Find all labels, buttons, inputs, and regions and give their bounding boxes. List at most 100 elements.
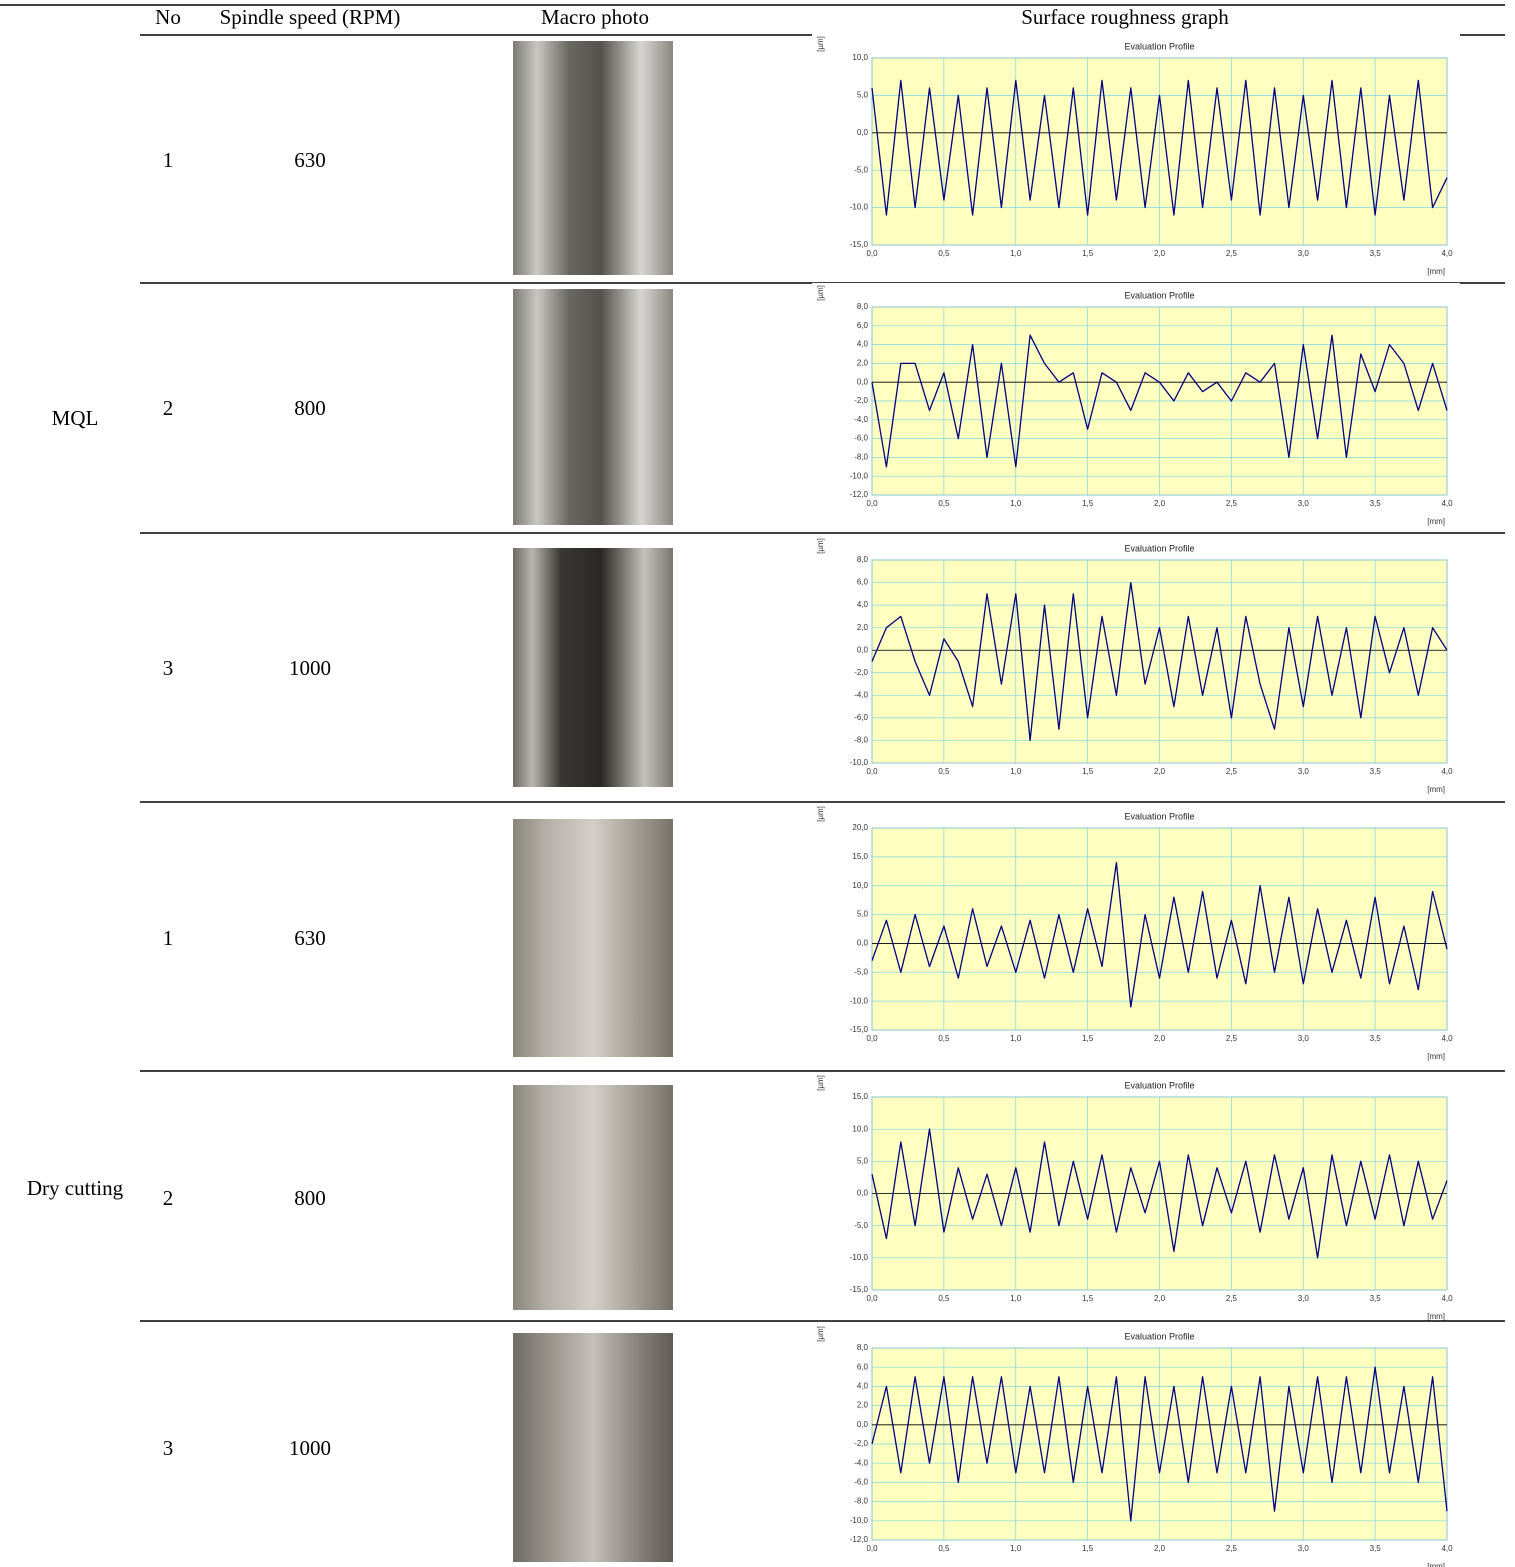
y-tick-label: -6,0 bbox=[854, 713, 868, 722]
spindle-speed: 630 bbox=[294, 148, 326, 172]
row-number: 1 bbox=[163, 148, 174, 172]
x-tick-label: 0,5 bbox=[938, 1294, 950, 1303]
x-axis-label: [mm] bbox=[1427, 1312, 1445, 1321]
x-tick-label: 2,0 bbox=[1154, 499, 1166, 508]
x-tick-label: 2,5 bbox=[1226, 1034, 1238, 1043]
y-tick-label: -8,0 bbox=[854, 453, 868, 462]
chart-title: Evaluation Profile bbox=[1124, 1080, 1194, 1090]
x-tick-label: 0,5 bbox=[938, 1034, 950, 1043]
header-cell: No bbox=[155, 5, 181, 29]
x-tick-label: 0,5 bbox=[938, 249, 950, 258]
group-label: MQL bbox=[52, 406, 99, 430]
x-tick-label: 4,0 bbox=[1441, 767, 1453, 776]
chart-title: Evaluation Profile bbox=[1124, 811, 1194, 821]
spindle-speed: 1000 bbox=[289, 1436, 331, 1460]
y-tick-label: -4,0 bbox=[854, 690, 868, 699]
y-tick-label: -2,0 bbox=[854, 396, 868, 405]
macro-photo bbox=[513, 41, 673, 275]
y-tick-label: 6,0 bbox=[857, 578, 869, 587]
x-tick-label: 3,0 bbox=[1298, 1034, 1310, 1043]
y-tick-label: 0,0 bbox=[857, 377, 869, 386]
y-tick-label: 2,0 bbox=[857, 1401, 869, 1410]
macro-photo bbox=[513, 819, 673, 1057]
y-tick-label: -2,0 bbox=[854, 668, 868, 677]
y-tick-label: 2,0 bbox=[857, 359, 869, 368]
row-number: 3 bbox=[163, 656, 174, 680]
x-axis-label: [mm] bbox=[1427, 267, 1445, 276]
row-number: 3 bbox=[163, 1436, 174, 1460]
y-tick-label: 10,0 bbox=[852, 1124, 868, 1133]
chart-title: Evaluation Profile bbox=[1124, 1331, 1194, 1341]
x-tick-label: 0,0 bbox=[866, 1544, 878, 1553]
spindle-speed: 800 bbox=[294, 1186, 326, 1210]
x-tick-label: 2,5 bbox=[1226, 767, 1238, 776]
y-tick-label: 0,0 bbox=[857, 645, 869, 654]
x-tick-label: 2,5 bbox=[1226, 249, 1238, 258]
x-axis-label: [mm] bbox=[1427, 1052, 1445, 1061]
y-tick-label: 10,0 bbox=[852, 881, 868, 890]
x-tick-label: 3,5 bbox=[1370, 1294, 1382, 1303]
y-axis-label: [µm] bbox=[816, 1326, 825, 1342]
x-tick-label: 0,0 bbox=[866, 249, 878, 258]
x-tick-label: 1,5 bbox=[1082, 767, 1094, 776]
y-tick-label: 5,0 bbox=[857, 1156, 869, 1165]
x-tick-label: 0,5 bbox=[938, 767, 950, 776]
y-tick-label: -8,0 bbox=[854, 736, 868, 745]
x-axis-label: [mm] bbox=[1427, 517, 1445, 526]
x-tick-label: 2,5 bbox=[1226, 499, 1238, 508]
x-tick-label: 3,0 bbox=[1298, 499, 1310, 508]
y-tick-label: 4,0 bbox=[857, 600, 869, 609]
x-axis-label: [mm] bbox=[1427, 785, 1445, 794]
y-tick-label: 0,0 bbox=[857, 939, 869, 948]
y-tick-label: -6,0 bbox=[854, 434, 868, 443]
x-tick-label: 3,0 bbox=[1298, 767, 1310, 776]
y-tick-label: -10,0 bbox=[850, 203, 869, 212]
table-figure: No Spindle speed (RPM) Macro photo Surfa… bbox=[0, 0, 1515, 1567]
header-cell: Surface roughness graph bbox=[1021, 5, 1229, 29]
y-tick-label: -12,0 bbox=[850, 490, 869, 499]
y-axis-label: [µm] bbox=[816, 285, 825, 301]
x-tick-label: 2,0 bbox=[1154, 1034, 1166, 1043]
y-tick-label: 4,0 bbox=[857, 1382, 869, 1391]
y-tick-label: 10,0 bbox=[852, 53, 868, 62]
x-tick-label: 0,0 bbox=[866, 1034, 878, 1043]
x-tick-label: 3,5 bbox=[1370, 1034, 1382, 1043]
y-tick-label: -5,0 bbox=[854, 165, 868, 174]
x-tick-label: 4,0 bbox=[1441, 1034, 1453, 1043]
y-tick-label: 20,0 bbox=[852, 823, 868, 832]
macro-photo bbox=[513, 548, 673, 787]
spindle-speed: 1000 bbox=[289, 656, 331, 680]
x-tick-label: 2,0 bbox=[1154, 767, 1166, 776]
y-tick-label: -12,0 bbox=[850, 1535, 869, 1544]
y-tick-label: -10,0 bbox=[850, 996, 869, 1005]
x-tick-label: 1,0 bbox=[1010, 1544, 1022, 1553]
x-tick-label: 1,5 bbox=[1082, 499, 1094, 508]
y-tick-label: -8,0 bbox=[854, 1497, 868, 1506]
y-tick-label: -15,0 bbox=[850, 240, 869, 249]
x-tick-label: 1,0 bbox=[1010, 1034, 1022, 1043]
x-tick-label: 3,5 bbox=[1370, 1544, 1382, 1553]
x-tick-label: 1,0 bbox=[1010, 249, 1022, 258]
y-tick-label: 0,0 bbox=[857, 128, 869, 137]
y-tick-label: -10,0 bbox=[850, 471, 869, 480]
x-tick-label: 1,5 bbox=[1082, 1294, 1094, 1303]
y-tick-label: -4,0 bbox=[854, 1458, 868, 1467]
row-number: 2 bbox=[163, 1186, 174, 1210]
y-tick-label: -15,0 bbox=[850, 1025, 869, 1034]
x-axis-label: [mm] bbox=[1427, 1562, 1445, 1567]
x-tick-label: 1,5 bbox=[1082, 1544, 1094, 1553]
row-number: 1 bbox=[163, 926, 174, 950]
y-tick-label: 4,0 bbox=[857, 340, 869, 349]
x-tick-label: 3,5 bbox=[1370, 767, 1382, 776]
y-tick-label: 6,0 bbox=[857, 321, 869, 330]
x-tick-label: 3,0 bbox=[1298, 249, 1310, 258]
group-label: Dry cutting bbox=[27, 1176, 124, 1200]
x-tick-label: 2,0 bbox=[1154, 249, 1166, 258]
y-tick-label: 6,0 bbox=[857, 1362, 869, 1371]
y-tick-label: 2,0 bbox=[857, 623, 869, 632]
x-tick-label: 1,5 bbox=[1082, 249, 1094, 258]
y-tick-label: -15,0 bbox=[850, 1285, 869, 1294]
y-tick-label: -10,0 bbox=[850, 758, 869, 767]
x-tick-label: 0,5 bbox=[938, 499, 950, 508]
macro-photo bbox=[513, 1333, 673, 1562]
